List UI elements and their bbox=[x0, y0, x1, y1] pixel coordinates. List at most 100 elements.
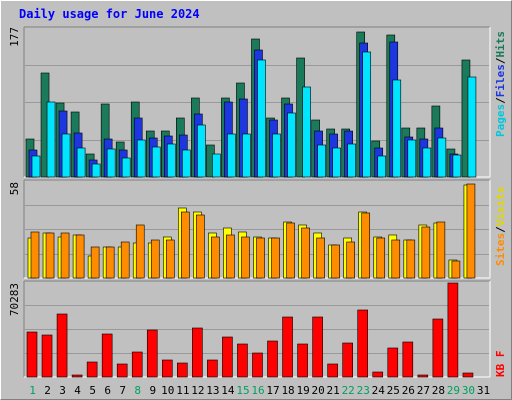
kbf-bar bbox=[402, 341, 414, 378]
hits-legend-part: / bbox=[494, 97, 507, 104]
day-label: 14 bbox=[221, 384, 235, 397]
sites-bar bbox=[361, 212, 371, 279]
sites-bar bbox=[196, 214, 205, 279]
kbf-bar bbox=[462, 372, 474, 378]
pages-bar bbox=[61, 133, 71, 178]
day-label: 25 bbox=[387, 384, 400, 397]
pages-bar bbox=[151, 146, 161, 178]
sites-bar bbox=[451, 260, 461, 279]
kbf-bar bbox=[56, 313, 68, 378]
pages-bar bbox=[121, 157, 131, 178]
kbf-bar bbox=[161, 359, 173, 378]
pages-bar bbox=[136, 139, 146, 178]
day-label: 13 bbox=[206, 384, 219, 397]
day-label: 6 bbox=[104, 384, 111, 397]
pages-bar bbox=[392, 79, 402, 178]
day-label: 18 bbox=[281, 384, 294, 397]
visits-legend-part: / bbox=[494, 226, 507, 233]
day-label: 22 bbox=[342, 384, 355, 397]
kbf-bar bbox=[372, 371, 384, 378]
pages-bar bbox=[106, 148, 116, 178]
day-label: 26 bbox=[402, 384, 415, 397]
day-label: 27 bbox=[417, 384, 430, 397]
sites-bar bbox=[181, 211, 190, 279]
day-label: 29 bbox=[447, 384, 460, 397]
pages-bar bbox=[166, 143, 176, 178]
pages-bar bbox=[362, 51, 372, 178]
sites-bar bbox=[90, 246, 100, 279]
pages-bar bbox=[317, 144, 326, 178]
sites-bar bbox=[135, 224, 145, 279]
pages-bar bbox=[287, 112, 296, 178]
kbf-bar bbox=[71, 374, 83, 378]
pages-bar bbox=[182, 149, 191, 178]
sites-bar bbox=[406, 239, 416, 279]
pages-bar bbox=[302, 86, 311, 178]
kbf-bar bbox=[222, 336, 233, 378]
kbf-bar bbox=[447, 282, 459, 378]
day-label: 31 bbox=[477, 384, 490, 397]
kbf-bar bbox=[177, 362, 188, 378]
sites-bar bbox=[256, 237, 265, 279]
day-label: 12 bbox=[191, 384, 204, 397]
kbf-bar bbox=[131, 351, 143, 378]
kbf-bar bbox=[207, 359, 218, 378]
pages-bar bbox=[467, 76, 477, 178]
sites-bar bbox=[165, 239, 175, 279]
sites-bar bbox=[75, 234, 85, 279]
day-label: 9 bbox=[149, 384, 156, 397]
pages-bar bbox=[76, 147, 86, 178]
hits-legend-part: Hits bbox=[494, 31, 507, 58]
visits-ymax-label: 58 bbox=[8, 182, 21, 195]
hits-legend: Pages/Files/Hits bbox=[494, 31, 507, 137]
kbf-bar bbox=[357, 309, 369, 378]
sites-bar bbox=[316, 237, 325, 279]
sites-bar bbox=[105, 246, 115, 279]
day-label: 3 bbox=[59, 384, 66, 397]
kbf-bar bbox=[432, 318, 444, 378]
pages-bar bbox=[347, 143, 356, 178]
kbf-legend: KB F bbox=[494, 351, 507, 378]
pages-bar bbox=[91, 163, 101, 178]
kbf-bar bbox=[327, 363, 338, 378]
day-label: 21 bbox=[327, 384, 340, 397]
sites-bar bbox=[346, 241, 355, 279]
sites-bar bbox=[120, 241, 130, 279]
visits-legend-part: Sites bbox=[494, 233, 507, 266]
day-label: 19 bbox=[296, 384, 309, 397]
day-label: 20 bbox=[312, 384, 325, 397]
day-label: 10 bbox=[161, 384, 174, 397]
day-label: 30 bbox=[462, 384, 475, 397]
day-label: 23 bbox=[357, 384, 370, 397]
sites-bar bbox=[421, 226, 431, 279]
kbf-bar bbox=[342, 342, 353, 378]
sites-bar bbox=[241, 236, 250, 279]
kbf-bar bbox=[252, 352, 263, 378]
pages-bar bbox=[272, 133, 281, 178]
pages-bar bbox=[332, 147, 341, 178]
kbf-bar bbox=[146, 329, 158, 378]
hits-legend-part: Pages bbox=[494, 104, 507, 137]
day-label: 28 bbox=[432, 384, 445, 397]
kbf-bar bbox=[387, 347, 399, 378]
day-label: 1 bbox=[29, 384, 36, 397]
pages-bar bbox=[46, 101, 56, 178]
sites-bar bbox=[436, 221, 446, 279]
sites-bar bbox=[286, 222, 295, 279]
sites-bar bbox=[376, 237, 386, 279]
kbf-bar bbox=[282, 316, 293, 378]
sites-bar bbox=[150, 239, 160, 279]
pages-bar bbox=[422, 147, 432, 178]
sites-bar bbox=[391, 239, 401, 279]
sites-bar bbox=[331, 244, 340, 279]
sites-bar bbox=[60, 232, 70, 279]
day-label: 16 bbox=[251, 384, 264, 397]
kbf-bar bbox=[86, 361, 98, 378]
pages-bar bbox=[197, 124, 206, 178]
day-label: 15 bbox=[236, 384, 249, 397]
kbf-bar bbox=[417, 374, 429, 378]
kbf-bar bbox=[26, 331, 38, 378]
pages-bar bbox=[452, 154, 462, 178]
day-label: 2 bbox=[44, 384, 51, 397]
